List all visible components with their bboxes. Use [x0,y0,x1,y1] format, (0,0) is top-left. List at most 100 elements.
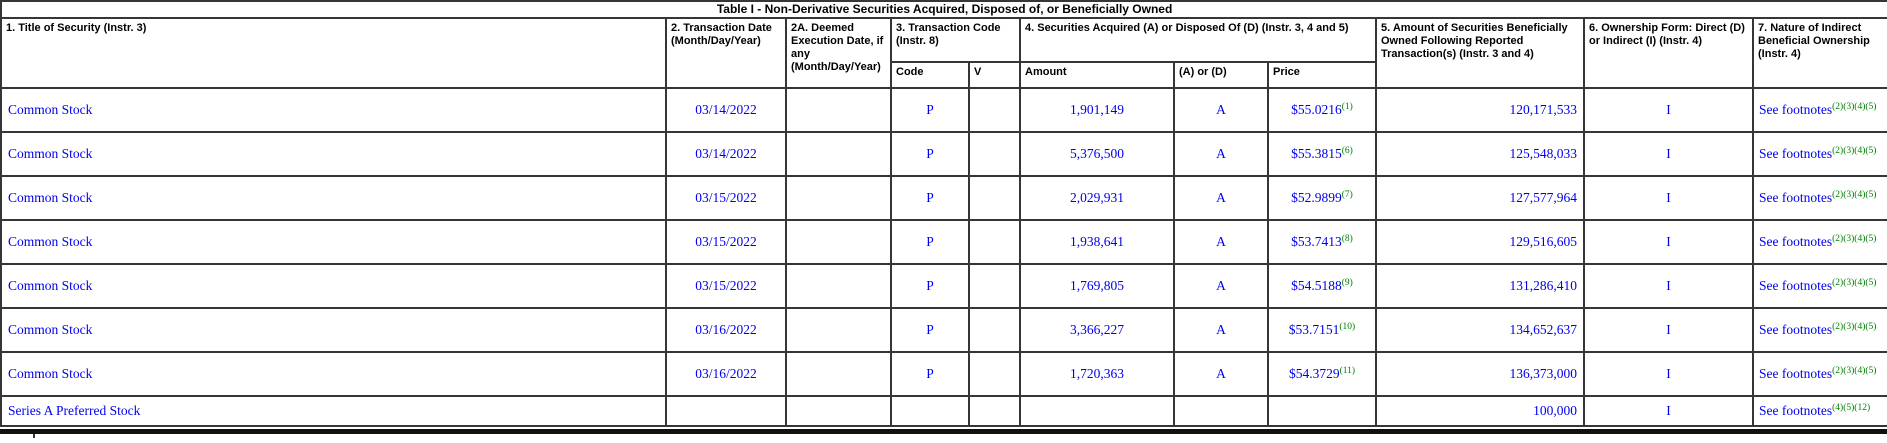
owned-following-cell: 120,171,533 [1375,87,1585,134]
footnote-ref: (5) [1865,321,1877,332]
transaction-code-cell: P [890,87,970,134]
code-v-cell [968,87,1021,134]
footnote-ref: (3) [1843,277,1855,288]
subheader-code: Code [890,61,970,90]
securities-amount-cell: 1,769,805 [1019,263,1175,310]
transaction-code-text: P [926,366,934,382]
security-title-text: Common Stock [8,234,93,250]
nature-indirect-cell: See footnotes(2)(3)(4)(5) [1751,219,1887,266]
see-footnotes-text: See footnotes [1759,145,1833,161]
footnote-ref: (3) [1843,321,1855,332]
code-v-cell [968,395,1021,428]
next-table-column-divider [33,434,35,439]
price-text: $55.3815 [1291,146,1342,162]
transaction-date-cell: 03/14/2022 [665,131,787,178]
code-v-cell [968,175,1021,222]
transaction-code-cell: P [890,351,970,398]
nature-indirect-cell: See footnotes(2)(3)(4)(5) [1751,87,1887,134]
securities-amount-cell: 1,720,363 [1019,351,1175,398]
price-cell: $55.3815(6) [1267,131,1377,178]
next-table-edge-sliver [0,434,1887,439]
footnote-refs: (2)(3)(4)(5) [1832,366,1876,381]
security-title-cell: Common Stock [0,307,667,354]
nature-indirect-cell: See footnotes(2)(3)(4)(5) [1751,351,1887,398]
owned-following-text: 136,373,000 [1509,366,1578,382]
transaction-code-text: P [926,234,934,250]
header-row-sub: Code V Amount (A) or (D) Price [1,61,1887,90]
price-footnote-ref: (7) [1341,190,1353,201]
transaction-code-text: P [926,102,934,118]
owned-following-cell: 136,373,000 [1375,351,1585,398]
header-transaction-code: 3. Transaction Code (Instr. 8) [890,17,1021,64]
ownership-form-text: I [1666,366,1671,382]
security-title-text: Common Stock [8,322,93,338]
security-title-text: Common Stock [8,102,93,118]
price-text: $53.7413 [1291,234,1342,250]
deemed-execution-date-cell [785,395,892,428]
code-v-cell [968,131,1021,178]
see-footnotes-text: See footnotes [1759,402,1833,418]
security-title-cell: Common Stock [0,175,667,222]
transaction-date-cell: 03/15/2022 [665,219,787,266]
table-bottom-gap [0,427,1887,430]
form4-table-i: Table I - Non-Derivative Securities Acqu… [0,0,1887,428]
subheader-price: Price [1267,61,1377,90]
securities-amount-text: 5,376,500 [1070,146,1124,162]
transaction-date-cell: 03/15/2022 [665,175,787,222]
owned-following-text: 129,516,605 [1509,234,1578,250]
footnote-ref: (5) [1865,101,1877,112]
code-v-cell [968,351,1021,398]
nature-indirect-cell: See footnotes(4)(5)(12) [1751,395,1887,428]
owned-following-text: 125,548,033 [1509,146,1578,162]
transaction-code-text: P [926,146,934,162]
footnote-ref: (5) [1865,233,1877,244]
transaction-code-text: P [926,278,934,294]
security-title-text: Common Stock [8,146,93,162]
table-row: Common Stock 03/15/2022 P 1,769,805 A $5… [0,263,1887,310]
security-title-cell: Common Stock [0,219,667,266]
security-title-text: Series A Preferred Stock [8,403,141,419]
table-header-section: Table I - Non-Derivative Securities Acqu… [0,0,1887,90]
owned-following-text: 131,286,410 [1509,278,1578,294]
owned-following-cell: 129,516,605 [1375,219,1585,266]
see-footnotes-text: See footnotes [1759,321,1833,337]
transaction-date-text: 03/15/2022 [695,234,757,250]
price-cell: $53.7413(8) [1267,219,1377,266]
price-footnote-ref: (8) [1341,234,1353,245]
footnote-ref: (4) [1854,145,1866,156]
security-title-text: Common Stock [8,366,93,382]
footnote-ref: (4) [1854,277,1866,288]
security-title-text: Common Stock [8,278,93,294]
transaction-date-text: 03/16/2022 [695,366,757,382]
owned-following-cell: 100,000 [1375,395,1585,428]
header-title-of-security: 1. Title of Security (Instr. 3) [0,17,667,90]
transaction-code-text: P [926,322,934,338]
ownership-form-cell: I [1583,131,1754,178]
header-securities-acquired-disposed: 4. Securities Acquired (A) or Disposed O… [1019,17,1377,64]
table-title-row: Table I - Non-Derivative Securities Acqu… [0,0,1887,20]
owned-following-cell: 131,286,410 [1375,263,1585,310]
footnote-ref: (3) [1843,365,1855,376]
owned-following-text: 120,171,533 [1509,102,1578,118]
acquired-disposed-cell: A [1173,219,1269,266]
table-data-section: Common Stock 03/14/2022 P 1,901,149 A $5… [0,87,1887,428]
transaction-code-cell: P [890,263,970,310]
acquired-disposed-text: A [1216,146,1226,162]
security-title-cell: Common Stock [0,87,667,134]
table-row: Series A Preferred Stock 100,000 I See f… [0,395,1887,428]
footnote-refs: (2)(3)(4)(5) [1832,102,1876,117]
footnote-ref: (2) [1832,101,1844,112]
transaction-date-text: 03/16/2022 [695,322,757,338]
price-text: $53.7151 [1288,322,1340,338]
security-title-cell: Common Stock [0,351,667,398]
code-v-cell [968,263,1021,310]
footnote-ref: (3) [1843,101,1855,112]
securities-amount-cell: 2,029,931 [1019,175,1175,222]
footnote-refs: (2)(3)(4)(5) [1832,146,1876,161]
deemed-execution-date-cell [785,87,892,134]
ownership-form-text: I [1666,234,1671,250]
footnote-ref: (4) [1832,402,1844,413]
transaction-date-text: 03/15/2022 [695,278,757,294]
securities-amount-cell [1019,395,1175,428]
see-footnotes-text: See footnotes [1759,365,1833,381]
